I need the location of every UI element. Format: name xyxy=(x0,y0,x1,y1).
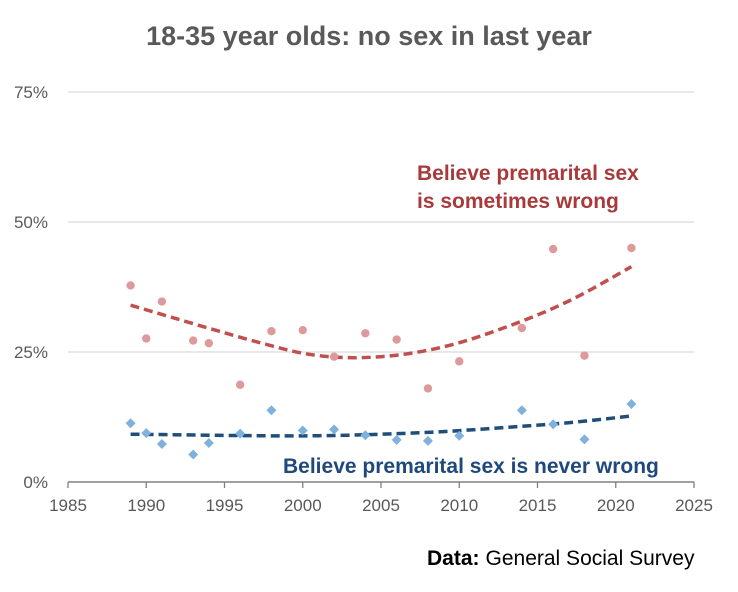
point-sometimes-wrong xyxy=(126,281,135,290)
x-tick-label: 2025 xyxy=(675,496,713,515)
point-sometimes-wrong xyxy=(298,325,307,335)
x-tick-label: 2015 xyxy=(519,496,557,515)
point-never-wrong xyxy=(188,449,199,460)
chart-title: 18-35 year olds: no sex in last year xyxy=(146,21,592,51)
point-never-wrong xyxy=(266,405,277,416)
point-sometimes-wrong xyxy=(627,243,636,253)
point-never-wrong xyxy=(579,434,590,445)
x-tick-label: 1995 xyxy=(206,496,244,515)
point-sometimes-wrong xyxy=(517,323,527,333)
point-never-wrong xyxy=(626,399,637,409)
point-never-wrong xyxy=(203,438,214,448)
y-tick-label: 0% xyxy=(23,473,48,492)
label-sometimes-wrong-line-2: is sometimes wrong xyxy=(417,190,619,213)
point-sometimes-wrong xyxy=(423,384,433,393)
series-never-wrong xyxy=(125,399,637,460)
x-tick-label: 1990 xyxy=(127,496,165,515)
source-label: Data: xyxy=(427,547,480,570)
point-sometimes-wrong xyxy=(142,334,151,343)
trendline-never-wrong xyxy=(130,414,632,438)
x-axis-ticks: 1985 1990 1995 2000 2005 2010 2015 2020 2025 xyxy=(49,482,713,515)
point-never-wrong xyxy=(297,425,308,436)
point-never-wrong xyxy=(329,424,340,435)
point-sometimes-wrong xyxy=(548,244,558,254)
point-sometimes-wrong xyxy=(204,338,214,348)
label-sometimes-wrong: Believe premarital sex is sometimes wron… xyxy=(417,162,645,213)
point-sometimes-wrong xyxy=(329,352,339,361)
label-never-wrong: Believe premarital sex is never wrong xyxy=(283,455,659,478)
point-sometimes-wrong xyxy=(267,327,276,336)
source-note: Data: General Social Survey xyxy=(427,547,695,570)
point-never-wrong xyxy=(516,405,527,416)
y-tick-label: 75% xyxy=(14,83,48,102)
x-tick-label: 2000 xyxy=(284,496,322,515)
gridlines xyxy=(68,91,694,353)
x-tick-label: 1985 xyxy=(49,496,87,515)
x-tick-label: 2020 xyxy=(597,496,635,515)
source-text: General Social Survey xyxy=(486,547,695,570)
point-never-wrong xyxy=(422,435,433,446)
point-never-wrong xyxy=(141,428,152,439)
label-sometimes-wrong-line-1: Believe premarital sex xyxy=(417,162,639,185)
point-sometimes-wrong xyxy=(580,351,589,360)
point-never-wrong xyxy=(360,430,371,441)
y-tick-label: 50% xyxy=(14,213,48,232)
point-never-wrong xyxy=(125,418,136,429)
point-never-wrong xyxy=(391,434,402,445)
point-never-wrong xyxy=(548,419,559,430)
trendline-sometimes-wrong xyxy=(130,265,633,360)
point-never-wrong xyxy=(235,428,246,439)
y-tick-label: 25% xyxy=(14,343,48,362)
point-sometimes-wrong xyxy=(189,336,198,345)
y-axis-ticks: 0% 25% 50% 75% xyxy=(14,83,48,492)
series-sometimes-wrong xyxy=(126,243,636,393)
point-sometimes-wrong xyxy=(157,297,167,306)
x-tick-label: 2010 xyxy=(440,496,478,515)
point-sometimes-wrong xyxy=(361,329,370,338)
point-sometimes-wrong xyxy=(455,357,464,366)
x-tick-label: 2005 xyxy=(362,496,400,515)
point-sometimes-wrong xyxy=(235,380,245,389)
point-sometimes-wrong xyxy=(392,335,401,344)
point-never-wrong xyxy=(454,430,465,441)
point-never-wrong xyxy=(156,439,167,450)
